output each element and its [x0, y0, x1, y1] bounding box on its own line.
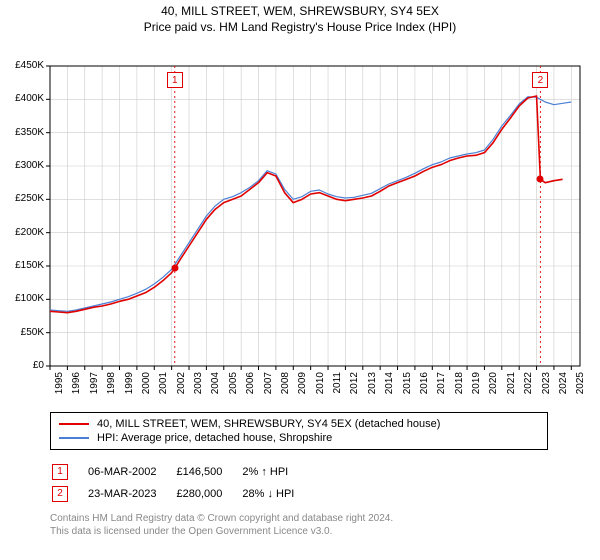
sale-dot-1: [171, 265, 178, 272]
sale-price: £280,000: [176, 484, 240, 504]
legend-item: 40, MILL STREET, WEM, SHREWSBURY, SY4 5E…: [59, 417, 539, 431]
x-axis-label: 2014: [384, 372, 395, 402]
table-row: 1 06-MAR-2002£146,5002% ↑ HPI: [52, 462, 312, 482]
x-axis-label: 2005: [228, 372, 239, 402]
footer: Contains HM Land Registry data © Crown c…: [50, 512, 600, 538]
y-axis-label: £200K: [4, 227, 44, 238]
legend-label: HPI: Average price, detached house, Shro…: [97, 432, 332, 444]
x-axis-label: 2002: [176, 372, 187, 402]
x-axis-label: 2016: [419, 372, 430, 402]
y-axis-label: £150K: [4, 260, 44, 271]
sale-marker-2: 2: [532, 72, 548, 88]
footer-line: This data is licensed under the Open Gov…: [50, 525, 600, 538]
chart-area: £0 £50K £100K £150K £200K £250K £300K £350K £400…: [0, 36, 600, 406]
x-axis-label: 2008: [280, 372, 291, 402]
x-axis-label: 1996: [71, 372, 82, 402]
x-axis-label: 2000: [141, 372, 152, 402]
titles: 40, MILL STREET, WEM, SHREWSBURY, SY4 5E…: [0, 0, 600, 36]
x-axis-label: 1999: [124, 372, 135, 402]
sale-marker-icon: 2: [52, 486, 68, 502]
x-axis-label: 1998: [106, 372, 117, 402]
legend: 40, MILL STREET, WEM, SHREWSBURY, SY4 5E…: [50, 412, 548, 450]
legend-swatch: [59, 437, 89, 439]
x-axis-label: 2023: [541, 372, 552, 402]
y-axis-label: £450K: [4, 60, 44, 71]
sale-date: 06-MAR-2002: [88, 462, 174, 482]
x-axis-label: 2017: [436, 372, 447, 402]
x-axis-label: 2018: [454, 372, 465, 402]
sale-date: 23-MAR-2023: [88, 484, 174, 504]
sale-delta: 2% ↑ HPI: [242, 462, 312, 482]
x-axis-label: 2021: [506, 372, 517, 402]
x-axis-label: 2003: [193, 372, 204, 402]
sale-delta: 28% ↓ HPI: [242, 484, 312, 504]
legend-swatch: [59, 423, 89, 425]
sale-marker-1: 1: [167, 72, 183, 88]
legend-item: HPI: Average price, detached house, Shro…: [59, 431, 539, 445]
y-axis-label: £50K: [4, 327, 44, 338]
x-axis-label: 2013: [367, 372, 378, 402]
y-axis-label: £350K: [4, 127, 44, 138]
x-axis-label: 2019: [471, 372, 482, 402]
x-axis-label: 2006: [245, 372, 256, 402]
x-axis-label: 1997: [89, 372, 100, 402]
y-axis-label: £400K: [4, 93, 44, 104]
chart-container: 40, MILL STREET, WEM, SHREWSBURY, SY4 5E…: [0, 0, 600, 538]
y-axis-label: £0: [4, 360, 44, 371]
x-axis-label: 2020: [488, 372, 499, 402]
x-axis-label: 2022: [523, 372, 534, 402]
x-axis-label: 2025: [575, 372, 586, 402]
sales-table: 1 06-MAR-2002£146,5002% ↑ HPI 2 23-MAR-2023…: [50, 460, 314, 506]
chart-subtitle: Price paid vs. HM Land Registry's House …: [0, 20, 600, 34]
table-row: 2 23-MAR-2023£280,00028% ↓ HPI: [52, 484, 312, 504]
series-price_paid: [50, 96, 563, 313]
x-axis-label: 1995: [54, 372, 65, 402]
x-axis-label: 2012: [349, 372, 360, 402]
sale-price: £146,500: [176, 462, 240, 482]
y-axis-label: £250K: [4, 193, 44, 204]
sale-marker-icon: 1: [52, 464, 68, 480]
footer-line: Contains HM Land Registry data © Crown c…: [50, 512, 600, 525]
x-axis-label: 2004: [210, 372, 221, 402]
x-axis-label: 2024: [558, 372, 569, 402]
x-axis-label: 2007: [263, 372, 274, 402]
y-axis-label: £300K: [4, 160, 44, 171]
y-axis-label: £100K: [4, 293, 44, 304]
x-axis-label: 2010: [315, 372, 326, 402]
x-axis-label: 2011: [332, 372, 343, 402]
x-axis-label: 2009: [297, 372, 308, 402]
legend-label: 40, MILL STREET, WEM, SHREWSBURY, SY4 5E…: [97, 418, 440, 430]
x-axis-label: 2001: [158, 372, 169, 402]
chart-title: 40, MILL STREET, WEM, SHREWSBURY, SY4 5E…: [0, 4, 600, 18]
sale-dot-2: [537, 176, 544, 183]
x-axis-label: 2015: [402, 372, 413, 402]
